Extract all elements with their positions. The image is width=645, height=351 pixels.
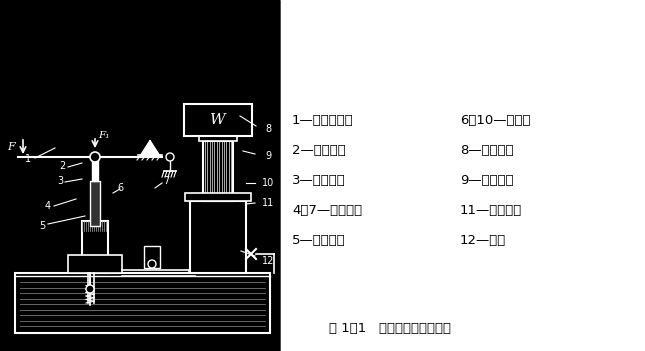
Text: 8: 8 — [265, 124, 271, 134]
Bar — [203, 141, 233, 201]
Circle shape — [90, 152, 100, 162]
Text: 12: 12 — [262, 256, 274, 266]
Text: 1—杆杆手柄；: 1—杆杆手柄； — [292, 114, 353, 127]
Circle shape — [86, 285, 94, 293]
Text: 2: 2 — [59, 161, 65, 171]
Text: 6: 6 — [117, 183, 123, 193]
Text: 10: 10 — [262, 178, 274, 188]
Text: 9: 9 — [265, 151, 271, 161]
Text: 3—小活塞；: 3—小活塞； — [292, 174, 346, 187]
Bar — [185, 193, 251, 201]
Bar — [68, 255, 122, 273]
Text: 8—大活塞；: 8—大活塞； — [460, 145, 513, 158]
Text: 12—油箱: 12—油箱 — [460, 234, 506, 247]
Text: 4、7—单向阀；: 4、7—单向阀； — [292, 205, 362, 218]
Text: 9—大缸体；: 9—大缸体； — [460, 174, 513, 187]
Bar — [144, 246, 160, 268]
Text: F: F — [7, 142, 15, 152]
Bar — [280, 0, 645, 351]
Bar — [92, 159, 98, 181]
Circle shape — [166, 153, 174, 161]
Text: W: W — [210, 113, 226, 127]
Text: 6、10—管道；: 6、10—管道； — [460, 114, 530, 127]
Bar — [199, 136, 237, 141]
Text: 1: 1 — [25, 154, 31, 164]
Bar — [82, 221, 108, 273]
Bar — [15, 273, 270, 333]
Bar — [184, 104, 252, 136]
Text: 2—小缸体；: 2—小缸体； — [292, 145, 346, 158]
Circle shape — [148, 260, 156, 268]
Text: 图 1－1   液压千斤顶工作原理: 图 1－1 液压千斤顶工作原理 — [329, 323, 451, 336]
Bar — [190, 201, 246, 273]
Text: 11: 11 — [262, 198, 274, 208]
Bar — [90, 181, 100, 226]
Text: 5—吸油管；: 5—吸油管； — [292, 234, 346, 247]
Polygon shape — [141, 141, 159, 155]
Text: F₁: F₁ — [98, 131, 110, 140]
Text: 3: 3 — [57, 176, 63, 186]
Bar — [0, 0, 280, 351]
Text: 5: 5 — [39, 221, 45, 231]
Text: 7: 7 — [163, 176, 169, 186]
Text: 4: 4 — [45, 201, 51, 211]
Text: 11—截止阀；: 11—截止阀； — [460, 205, 522, 218]
